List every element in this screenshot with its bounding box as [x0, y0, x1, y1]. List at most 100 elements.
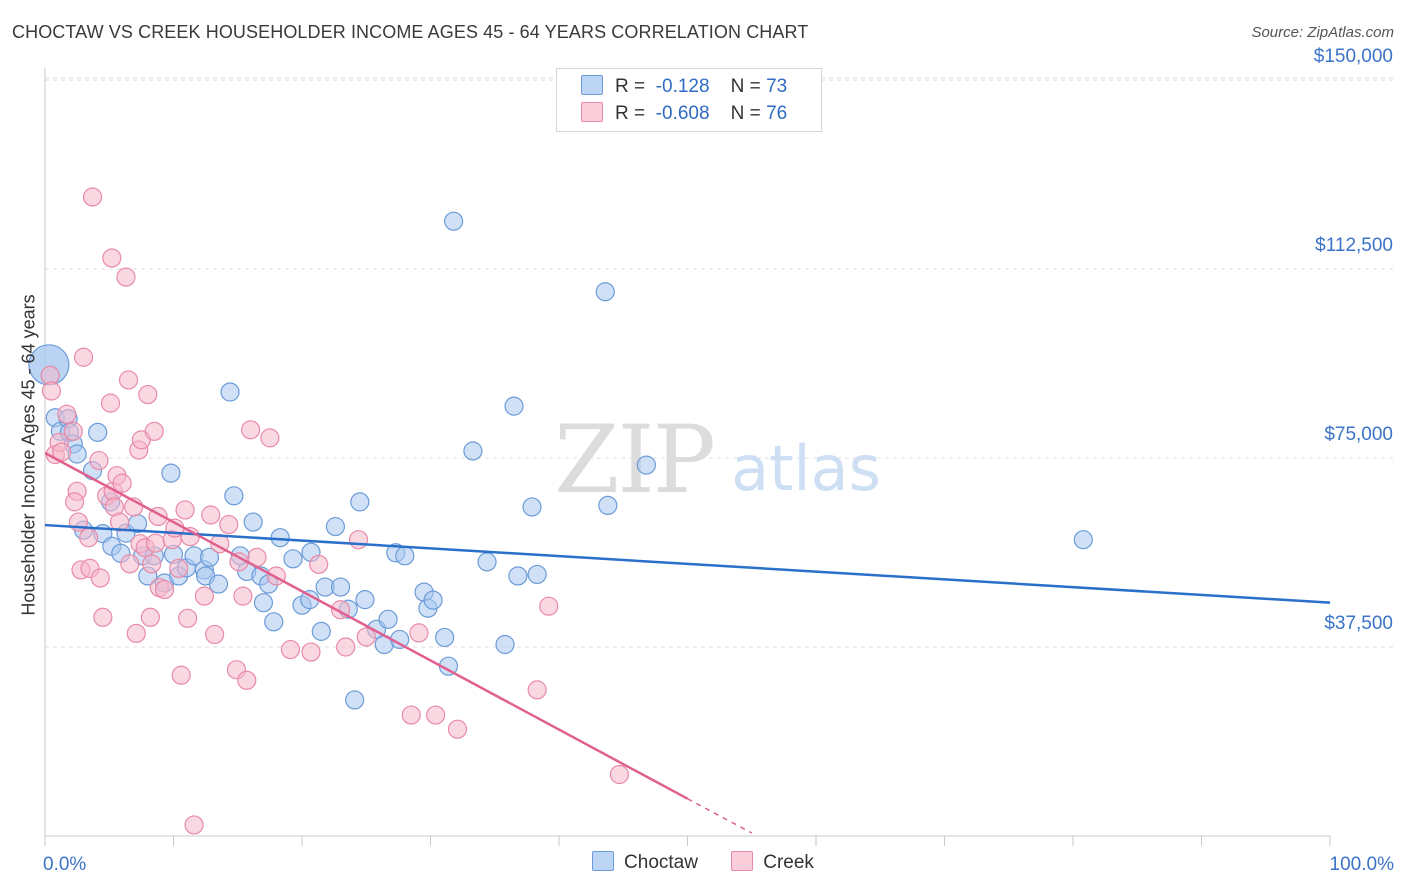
watermark-zip: ZIP — [554, 406, 714, 515]
choctaw-trend-line — [44, 523, 1331, 604]
legend-n-label: N = — [730, 76, 761, 97]
choctaw-point — [395, 546, 415, 566]
creek-point — [609, 764, 629, 785]
creek-point — [140, 607, 160, 627]
trend-layer — [44, 451, 1331, 834]
creek-legend-swatch — [731, 851, 754, 871]
creek-point — [73, 347, 94, 367]
creek-points — [40, 187, 629, 835]
creek-point — [171, 665, 191, 685]
choctaw-point — [161, 463, 181, 483]
y-tick-label: $112,500 — [1315, 235, 1393, 256]
choctaw-point — [243, 512, 263, 532]
choctaw-point — [444, 211, 464, 231]
correlation-legend: R = -0.128 N = 73 R = -0.608 N = 76 — [556, 68, 822, 132]
watermark: ZIP atlas — [554, 406, 881, 515]
creek-point — [401, 705, 421, 725]
creek-point — [409, 623, 429, 643]
creek-point — [539, 596, 559, 616]
creek-point — [116, 267, 136, 287]
legend-r-value-choctaw: -0.128 — [655, 76, 710, 97]
creek-point — [301, 642, 321, 662]
choctaw-point — [595, 282, 615, 302]
choctaw-point — [504, 396, 524, 416]
legend-r-label: R = — [615, 76, 646, 97]
creek-point — [205, 624, 225, 645]
creek-point — [79, 528, 99, 548]
creek-point — [178, 608, 198, 628]
x-tick-label: 100.0% — [1330, 854, 1395, 875]
creek-point — [109, 512, 130, 532]
source-label: Source: ZipAtlas.com — [1251, 24, 1394, 41]
creek-point — [309, 554, 329, 574]
legend-n-value-creek: 76 — [766, 103, 788, 124]
choctaw-point — [345, 690, 365, 710]
creek-point — [126, 623, 146, 644]
legend-r-label: R = — [615, 103, 646, 124]
creek-point — [527, 680, 547, 700]
y-tick-label: $75,000 — [1324, 424, 1393, 445]
creek-point — [64, 492, 85, 512]
legend-label-choctaw: Choctaw — [624, 852, 698, 873]
creek-point — [169, 558, 189, 579]
legend-n-label: N = — [730, 103, 761, 124]
choctaw-point — [311, 621, 331, 641]
creek-trend-extension — [687, 798, 753, 834]
choctaw-point — [527, 564, 547, 585]
axis-layer — [44, 68, 1331, 846]
choctaw-point — [477, 552, 497, 572]
creek-point — [93, 607, 113, 627]
y-tick-label: $37,500 — [1324, 613, 1393, 634]
creek-point — [219, 514, 239, 535]
creek-point — [336, 637, 356, 657]
creek-point — [82, 187, 103, 207]
y-axis-label: Householder Income Ages 45 - 64 years — [18, 294, 39, 616]
legend-label-creek: Creek — [763, 852, 814, 873]
choctaw-point — [355, 590, 375, 610]
x-tick-label: 0.0% — [43, 854, 86, 875]
choctaw-point — [463, 441, 483, 461]
chart-title: CHOCTAW VS CREEK HOUSEHOLDER INCOME AGES… — [12, 22, 809, 42]
creek-point — [145, 533, 166, 553]
choctaw-point — [495, 634, 515, 655]
creek-point — [348, 530, 369, 550]
creek-point — [201, 505, 221, 525]
creek-point — [426, 705, 446, 725]
legend-item-creek: Creek — [731, 851, 814, 874]
choctaw-point — [253, 593, 274, 613]
choctaw-point — [636, 455, 656, 475]
y-tick-label: $150,000 — [1314, 46, 1393, 67]
choctaw-point — [325, 516, 346, 537]
creek-trend-line — [44, 451, 689, 800]
series-legend: Choctaw Creek — [0, 851, 1406, 874]
creek-point — [154, 579, 175, 600]
choctaw-point — [224, 486, 244, 506]
creek-point — [57, 404, 77, 424]
creek-point — [112, 473, 132, 493]
creek-point — [41, 381, 62, 401]
tick-labels: $37,500 $75,000 $112,500 $150,000 0.0% 100.0% — [43, 46, 1394, 875]
creek-point — [260, 428, 280, 448]
choctaw-point — [435, 627, 455, 648]
legend-row-creek: R = -0.608 N = 76 — [581, 102, 787, 126]
creek-point — [144, 421, 164, 441]
choctaw-point — [283, 549, 303, 569]
legend-row-choctaw: R = -0.128 N = 73 — [581, 75, 787, 99]
choctaw-swatch — [581, 75, 603, 95]
choctaw-point — [508, 566, 528, 586]
choctaw-point — [598, 495, 618, 516]
choctaw-point — [220, 382, 240, 402]
choctaw-point — [264, 612, 284, 632]
choctaw-point — [350, 492, 370, 512]
creek-point — [280, 639, 301, 660]
creek-point — [100, 393, 121, 413]
creek-point — [138, 384, 158, 405]
creek-point — [194, 586, 214, 606]
creek-point — [233, 586, 253, 606]
choctaw-point — [208, 574, 229, 594]
choctaw-legend-swatch — [592, 851, 615, 871]
creek-point — [102, 248, 122, 268]
watermark-atlas: atlas — [731, 432, 881, 505]
choctaw-point — [522, 497, 542, 517]
